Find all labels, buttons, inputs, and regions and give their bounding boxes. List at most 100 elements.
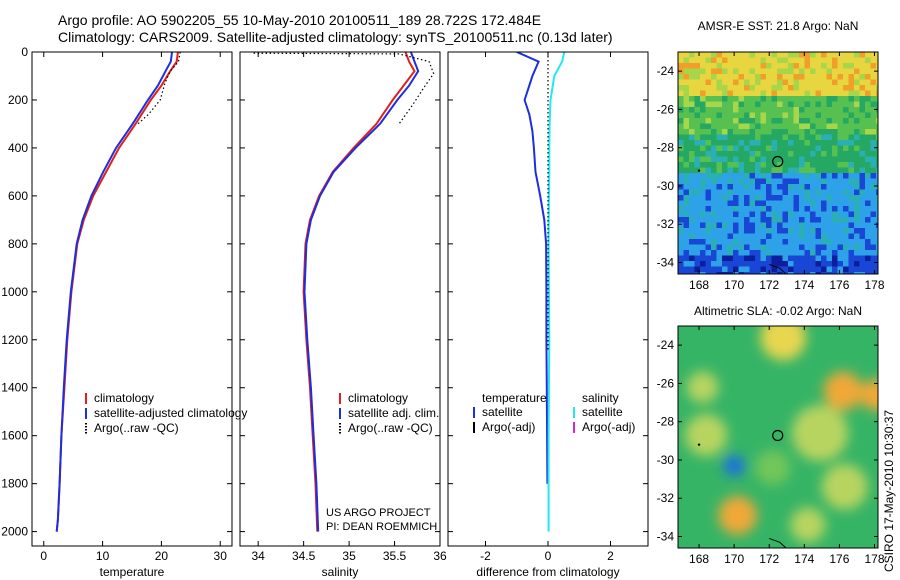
sst-cell <box>694 156 701 163</box>
sst-cell <box>870 57 877 64</box>
sst-cell <box>782 118 789 124</box>
sst-cell <box>804 79 811 86</box>
sst-cell <box>826 57 833 64</box>
sst-cell <box>788 63 794 69</box>
project-line-1: US ARGO PROJECT <box>326 507 431 519</box>
sst-cell <box>700 112 706 119</box>
sst-cell <box>788 74 794 80</box>
sst-cell <box>821 206 827 212</box>
sst-cell <box>804 96 811 102</box>
sst-cell <box>865 167 871 174</box>
sst-cell <box>843 244 849 251</box>
sst-cell <box>766 250 772 256</box>
sst-cell <box>793 195 800 201</box>
sst-cell <box>870 129 877 135</box>
legend-entry: satellite <box>582 405 623 419</box>
sst-cell <box>755 112 761 119</box>
sla-anomaly <box>718 496 757 535</box>
sst-cell <box>799 74 805 80</box>
sst-cell <box>777 85 783 91</box>
sst-cell <box>744 167 750 174</box>
sst-cell <box>755 178 761 185</box>
sst-cell <box>777 68 783 75</box>
sst-cell <box>865 96 871 102</box>
sst-cell <box>760 156 767 163</box>
sst-cell <box>815 211 822 218</box>
x-tick-label: 176 <box>829 552 849 566</box>
sst-cell <box>744 52 750 58</box>
sst-cell <box>859 195 866 201</box>
sst-cell <box>727 167 734 174</box>
sst-cell <box>705 228 712 234</box>
sst-cell <box>694 123 701 130</box>
sst-cell <box>678 222 684 229</box>
sst-cell <box>738 200 745 207</box>
sst-cell <box>777 123 783 130</box>
sst-cell <box>727 68 734 75</box>
sst-cell <box>826 272 833 274</box>
sst-cell <box>865 250 871 256</box>
sst-cell <box>810 118 816 124</box>
sst-cell <box>738 162 745 168</box>
sst-cell <box>689 63 695 69</box>
profile-panels: 0 10 20 30020040060080010001200140016001800… <box>1 45 649 579</box>
sst-cell <box>832 217 838 223</box>
sst-cell <box>810 184 816 190</box>
sst-cell <box>859 178 866 185</box>
sst-cell <box>766 145 772 152</box>
sst-cell <box>782 189 789 196</box>
sst-cell <box>788 90 794 97</box>
sst-cell <box>727 250 734 256</box>
sst-cell <box>760 178 767 185</box>
sst-cell <box>815 123 822 130</box>
sst-cell <box>804 140 811 146</box>
sst-cell <box>760 145 767 152</box>
sst-cell <box>859 129 866 135</box>
sst-cell <box>716 134 723 141</box>
sst-cell <box>683 96 690 102</box>
sst-cell <box>722 184 728 190</box>
sst-cell <box>821 195 827 201</box>
sst-cell <box>749 162 756 168</box>
sst-cell <box>826 189 833 196</box>
sst-cell <box>848 112 855 119</box>
map-field <box>678 52 878 274</box>
sst-cell <box>777 255 783 262</box>
sst-cell <box>799 195 805 201</box>
sst-cell <box>749 255 756 262</box>
sst-cell <box>771 206 778 212</box>
sst-cell <box>738 101 745 108</box>
sst-cell <box>826 79 833 86</box>
sst-cell <box>689 123 695 130</box>
sst-cell <box>859 123 866 130</box>
sst-cell <box>738 178 745 185</box>
sst-cell <box>843 178 849 185</box>
sst-cell <box>821 266 827 273</box>
sst-cell <box>727 178 734 185</box>
sst-cell <box>793 96 800 102</box>
sst-cell <box>837 112 844 119</box>
sst-cell <box>744 217 750 223</box>
sst-cell <box>700 101 706 108</box>
legend-entry: climatology <box>348 391 408 405</box>
sst-cell <box>876 107 878 113</box>
sst-cell <box>876 266 878 273</box>
sst-cell <box>870 195 877 201</box>
sst-cell <box>711 162 717 168</box>
sst-cell <box>815 162 822 168</box>
sst-cell <box>870 255 877 262</box>
sst-cell <box>711 206 717 212</box>
sst-cell <box>738 123 745 130</box>
y-tick-label: -34 <box>657 530 675 544</box>
sst-cell <box>755 140 761 146</box>
sst-cell <box>716 123 723 130</box>
sst-cell <box>727 173 734 179</box>
sst-cell <box>865 206 871 212</box>
y-tick-label: -32 <box>657 217 675 231</box>
sst-cell <box>683 129 690 135</box>
sst-cell <box>788 184 794 190</box>
sst-cell <box>733 239 739 245</box>
sst-cell <box>738 244 745 251</box>
sst-cell <box>804 162 811 168</box>
